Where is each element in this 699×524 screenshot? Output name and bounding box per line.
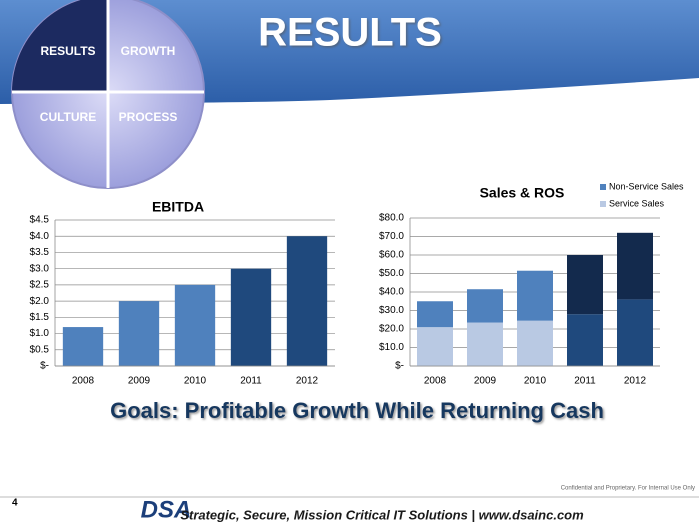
y-tick-label: $-	[40, 361, 49, 372]
legend-label: Service Sales	[609, 198, 665, 208]
y-tick-label: $60.0	[379, 250, 404, 261]
bar-segment	[417, 327, 453, 366]
bar-segment	[617, 299, 653, 366]
y-tick-label: $20.0	[379, 324, 404, 335]
bar-segment	[517, 270, 553, 321]
page-number: 4	[12, 498, 18, 509]
confidential-note: Confidential and Proprietary. For Intern…	[561, 486, 695, 492]
y-tick-label: $40.0	[379, 287, 404, 298]
x-tick-label: 2010	[184, 376, 207, 387]
logo: DSA	[141, 496, 192, 523]
y-tick-label: $3.0	[30, 263, 50, 274]
y-tick-label: $10.0	[379, 342, 404, 353]
y-tick-label: $50.0	[379, 268, 404, 279]
wheel-label: PROCESS	[119, 110, 178, 124]
tagline: Strategic, Secure, Mission Critical IT S…	[180, 507, 584, 522]
bar	[286, 236, 328, 366]
x-tick-label: 2008	[72, 376, 95, 387]
x-tick-label: 2012	[296, 376, 319, 387]
bar-segment	[467, 322, 503, 366]
bar	[174, 284, 216, 366]
bar-segment	[567, 314, 603, 366]
legend-label: Non-Service Sales	[609, 181, 684, 191]
bar	[118, 301, 160, 366]
y-tick-label: $1.0	[30, 328, 50, 339]
y-tick-label: $0.5	[30, 344, 50, 355]
x-tick-label: 2008	[424, 376, 447, 387]
wheel-label: GROWTH	[121, 44, 176, 58]
bar	[230, 268, 272, 366]
bar-segment	[567, 255, 603, 315]
y-tick-label: $2.5	[30, 280, 50, 291]
y-tick-label: $30.0	[379, 305, 404, 316]
y-tick-label: $-	[395, 361, 404, 372]
x-tick-label: 2012	[624, 376, 647, 387]
x-tick-label: 2009	[474, 376, 497, 387]
goal-statement: Goals: Profitable Growth While Returning…	[110, 398, 604, 423]
x-tick-label: 2011	[574, 376, 596, 387]
wheel-label: RESULTS	[40, 44, 95, 58]
x-tick-label: 2009	[128, 376, 151, 387]
bar	[62, 327, 104, 366]
chart-title: Sales & ROS	[480, 185, 565, 201]
y-tick-label: $3.5	[30, 247, 50, 258]
y-tick-label: $80.0	[379, 213, 404, 224]
x-tick-label: 2011	[240, 376, 262, 387]
y-tick-label: $1.5	[30, 312, 50, 323]
bar-segment	[517, 320, 553, 366]
slide-title: RESULTS	[258, 11, 442, 55]
chart-title: EBITDA	[152, 199, 204, 215]
bar-segment	[617, 232, 653, 300]
x-tick-label: 2010	[524, 376, 547, 387]
legend-swatch	[600, 201, 606, 207]
wheel-label: CULTURE	[40, 110, 96, 124]
y-tick-label: $70.0	[379, 231, 404, 242]
y-tick-label: $4.5	[30, 215, 50, 226]
y-tick-label: $2.0	[30, 296, 50, 307]
bar-segment	[417, 301, 453, 328]
bar-segment	[467, 289, 503, 323]
wheel-active-quadrant	[12, 0, 108, 92]
y-tick-label: $4.0	[30, 231, 50, 242]
legend-swatch	[600, 184, 606, 190]
